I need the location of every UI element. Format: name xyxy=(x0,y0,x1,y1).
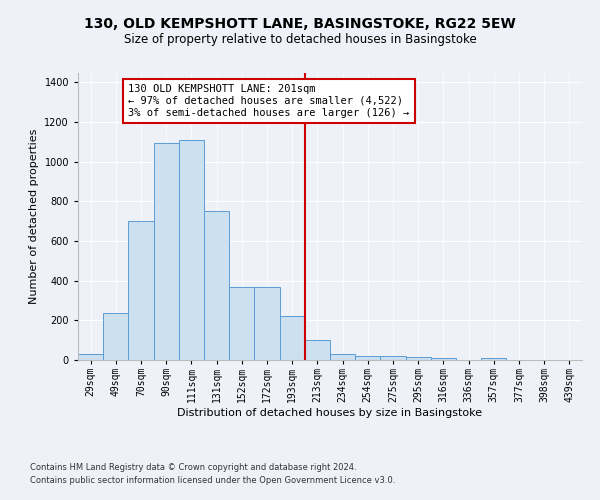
Y-axis label: Number of detached properties: Number of detached properties xyxy=(29,128,39,304)
Bar xyxy=(128,221,154,360)
Bar xyxy=(481,358,506,360)
Bar xyxy=(431,358,456,360)
Bar xyxy=(254,286,280,360)
Bar xyxy=(154,143,179,360)
Bar xyxy=(330,354,355,360)
Bar xyxy=(406,357,431,360)
Text: Contains HM Land Registry data © Crown copyright and database right 2024.: Contains HM Land Registry data © Crown c… xyxy=(30,464,356,472)
Text: Contains public sector information licensed under the Open Government Licence v3: Contains public sector information licen… xyxy=(30,476,395,485)
Text: 130 OLD KEMPSHOTT LANE: 201sqm
← 97% of detached houses are smaller (4,522)
3% o: 130 OLD KEMPSHOTT LANE: 201sqm ← 97% of … xyxy=(128,84,410,117)
Bar xyxy=(179,140,204,360)
Bar xyxy=(229,286,254,360)
Text: Size of property relative to detached houses in Basingstoke: Size of property relative to detached ho… xyxy=(124,32,476,46)
Bar xyxy=(204,212,229,360)
Text: 130, OLD KEMPSHOTT LANE, BASINGSTOKE, RG22 5EW: 130, OLD KEMPSHOTT LANE, BASINGSTOKE, RG… xyxy=(84,18,516,32)
Bar xyxy=(355,356,380,360)
Bar xyxy=(280,316,305,360)
Bar xyxy=(380,356,406,360)
Bar xyxy=(103,314,128,360)
Bar xyxy=(78,354,103,360)
X-axis label: Distribution of detached houses by size in Basingstoke: Distribution of detached houses by size … xyxy=(178,408,482,418)
Bar xyxy=(305,340,330,360)
